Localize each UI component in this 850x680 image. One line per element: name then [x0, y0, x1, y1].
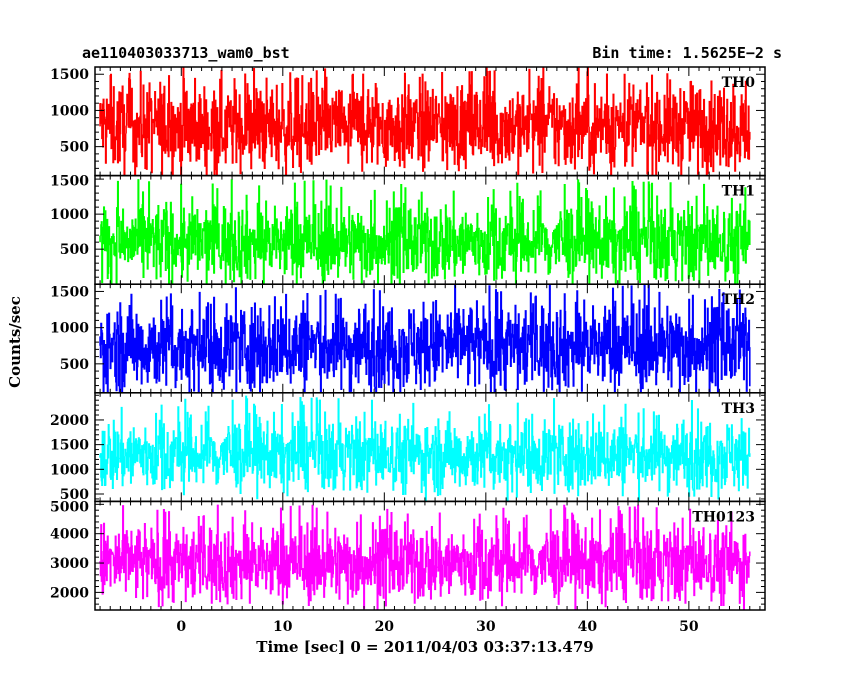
panel-label-th0123: TH0123: [692, 509, 755, 525]
y-tick-label-th0: 1500: [50, 67, 89, 83]
panel-label-th2: TH2: [722, 292, 755, 308]
y-tick-label-th0: 1000: [50, 103, 89, 119]
x-tick-label: 30: [476, 619, 496, 635]
x-tick-label: 50: [679, 619, 699, 635]
panel-frame-th0123: [94, 500, 766, 611]
panel-label-th0: TH0: [722, 75, 756, 91]
y-tick-label-th1: 1000: [50, 207, 89, 223]
y-tick-label-th2: 1000: [50, 321, 89, 337]
y-tick-label-th3: 1000: [50, 462, 89, 478]
y-tick-label-th3: 2000: [50, 413, 89, 429]
x-axis-label: Time [sec] 0 = 2011/04/03 03:37:13.479: [256, 638, 594, 656]
panel-label-th1: TH1: [722, 184, 755, 200]
y-tick-label-th3: 1500: [50, 438, 89, 454]
bin-time-label: Bin time: 1.5625E−2 s: [592, 44, 782, 62]
x-tick-label: 40: [578, 619, 598, 635]
y-tick-label-th0123: 4000: [50, 527, 89, 543]
y-tick-label-th1: 1500: [50, 174, 89, 190]
y-tick-label-th2: 500: [60, 357, 89, 373]
y-tick-label-th3: 500: [60, 487, 89, 503]
panel-label-th3: TH3: [722, 401, 755, 417]
y-tick-label-th0: 500: [60, 140, 89, 156]
series-line-th3: [99, 395, 751, 502]
y-tick-label-th2: 1500: [50, 284, 89, 300]
y-tick-label-th0123: 5000: [50, 499, 89, 515]
x-tick-label: 20: [375, 619, 395, 635]
y-tick-label-th1: 500: [60, 242, 89, 258]
series-line-th2: [99, 284, 751, 393]
series-line-th0123: [99, 504, 751, 610]
series-line-th1: [99, 179, 751, 285]
x-tick-label: 0: [176, 619, 186, 635]
y-tick-label-th0123: 2000: [50, 585, 89, 601]
y-tick-label-th0123: 3000: [50, 556, 89, 572]
series-line-th0: [99, 67, 751, 176]
chart-title: ae110403033713_wam0_bst: [82, 44, 290, 62]
x-tick-label: 10: [273, 619, 293, 635]
y-axis-label: Counts/sec: [6, 296, 24, 388]
